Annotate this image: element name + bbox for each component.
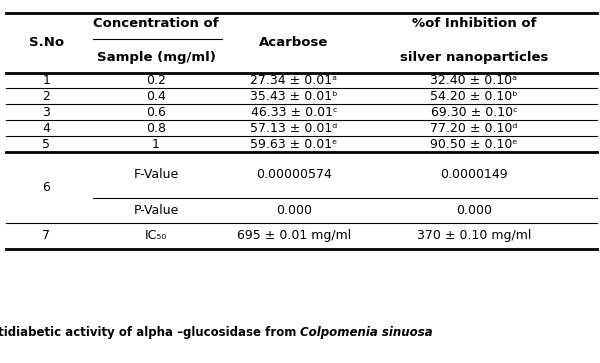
Text: %of Inhibition of: %of Inhibition of xyxy=(412,17,536,30)
Text: 7: 7 xyxy=(42,229,50,242)
Text: 90.50 ± 0.10ᵉ: 90.50 ± 0.10ᵉ xyxy=(430,138,518,151)
Text: 32.40 ± 0.10ᵃ: 32.40 ± 0.10ᵃ xyxy=(431,74,517,87)
Text: Concentration of: Concentration of xyxy=(93,17,219,30)
Text: Sample (mg/ml): Sample (mg/ml) xyxy=(97,51,215,64)
Text: 370 ± 0.10 mg/ml: 370 ± 0.10 mg/ml xyxy=(417,229,531,242)
Text: 695 ± 0.01 mg/ml: 695 ± 0.01 mg/ml xyxy=(237,229,351,242)
Text: silver nanoparticles: silver nanoparticles xyxy=(400,51,548,64)
Text: Colpomenia sinuosa: Colpomenia sinuosa xyxy=(300,326,433,339)
Text: P-Value: P-Value xyxy=(133,204,179,217)
Text: 5: 5 xyxy=(42,138,50,151)
Text: 1: 1 xyxy=(152,138,160,151)
Text: 0.6: 0.6 xyxy=(146,106,166,119)
Text: 0.0000149: 0.0000149 xyxy=(440,168,508,182)
Text: 6: 6 xyxy=(42,181,50,194)
Text: Acarbose: Acarbose xyxy=(259,36,329,49)
Text: 0.00000574: 0.00000574 xyxy=(256,168,332,182)
Text: 1: 1 xyxy=(42,74,50,87)
Text: 27.34 ± 0.01ᵃ: 27.34 ± 0.01ᵃ xyxy=(251,74,337,87)
Text: 59.63 ± 0.01ᵉ: 59.63 ± 0.01ᵉ xyxy=(250,138,338,151)
Text: IC₅₀: IC₅₀ xyxy=(145,229,167,242)
Text: 2: 2 xyxy=(42,90,50,103)
Text: 4: 4 xyxy=(42,122,50,135)
Text: 69.30 ± 0.10ᶜ: 69.30 ± 0.10ᶜ xyxy=(431,106,517,119)
Text: 0.4: 0.4 xyxy=(146,90,166,103)
Text: 0.2: 0.2 xyxy=(146,74,166,87)
Text: F-Value: F-Value xyxy=(133,168,179,182)
Text: 57.13 ± 0.01ᵈ: 57.13 ± 0.01ᵈ xyxy=(250,122,338,135)
Text: 35.43 ± 0.01ᵇ: 35.43 ± 0.01ᵇ xyxy=(250,90,338,103)
Text: S.No: S.No xyxy=(29,36,64,49)
Text: 54.20 ± 0.10ᵇ: 54.20 ± 0.10ᵇ xyxy=(430,90,518,103)
Text: 0.000: 0.000 xyxy=(456,204,492,217)
Text: 3: 3 xyxy=(42,106,50,119)
Text: 46.33 ± 0.01ᶜ: 46.33 ± 0.01ᶜ xyxy=(251,106,337,119)
Text: 0.000: 0.000 xyxy=(276,204,312,217)
Text: 77.20 ± 0.10ᵈ: 77.20 ± 0.10ᵈ xyxy=(430,122,518,135)
Text: Table.2. In vitro Antidiabetic activity of alpha –glucosidase from: Table.2. In vitro Antidiabetic activity … xyxy=(0,326,300,339)
Text: 0.8: 0.8 xyxy=(146,122,166,135)
